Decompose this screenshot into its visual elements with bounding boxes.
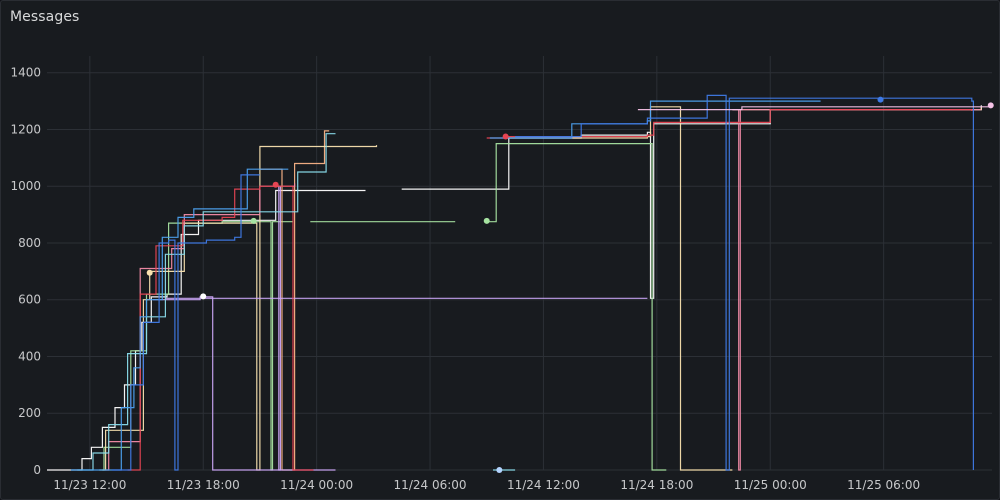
marker-layer xyxy=(146,96,994,473)
series-point-6 xyxy=(502,133,509,140)
series-point-7 xyxy=(496,467,503,473)
series-line-21 xyxy=(515,94,974,471)
x-tick-label: 11/24 12:00 xyxy=(507,478,580,492)
x-tick-label: 11/23 12:00 xyxy=(53,478,126,492)
x-tick-label: 11/25 06:00 xyxy=(847,478,920,492)
series-point-3 xyxy=(250,217,257,224)
y-tick-label: 1000 xyxy=(10,179,41,193)
series-point-5 xyxy=(483,217,490,224)
series-layer xyxy=(47,94,992,471)
x-tick-label: 11/24 00:00 xyxy=(280,478,353,492)
series-point-4 xyxy=(272,181,279,188)
grid xyxy=(47,56,992,471)
x-tick-label: 11/24 18:00 xyxy=(620,478,693,492)
y-tick-label: 1400 xyxy=(10,66,41,80)
series-line-14 xyxy=(732,109,982,471)
series-point-8 xyxy=(877,96,884,103)
series-line-7 xyxy=(102,145,378,471)
x-tick-label: 11/25 00:00 xyxy=(734,478,807,492)
series-point-2 xyxy=(200,293,207,300)
series-line-15 xyxy=(127,185,314,471)
panel-title: Messages xyxy=(10,9,80,25)
y-tick-label: 800 xyxy=(18,236,41,250)
panel-header[interactable]: Messages xyxy=(1,1,999,33)
series-line-1 xyxy=(47,189,366,471)
series-line-23 xyxy=(637,105,992,111)
series-line-22 xyxy=(111,174,260,471)
series-line-13 xyxy=(105,183,296,471)
x-tick-label: 11/23 18:00 xyxy=(167,478,240,492)
series-line-5 xyxy=(486,143,667,471)
series-point-9 xyxy=(987,102,994,109)
series-line-10 xyxy=(152,296,336,471)
y-tick-label: 600 xyxy=(18,293,41,307)
series-line-12 xyxy=(275,185,281,471)
series-line-6 xyxy=(259,130,330,471)
x-axis-labels: 11/23 12:00 11/23 18:00 11/24 00:00 11/24 0… xyxy=(53,478,920,492)
y-tick-label: 1200 xyxy=(10,122,41,136)
series-line-3 xyxy=(99,221,293,471)
y-tick-label: 0 xyxy=(33,463,41,477)
series-point-1 xyxy=(146,269,153,276)
series-line-19 xyxy=(70,168,289,471)
y-tick-label: 200 xyxy=(18,406,41,420)
x-tick-label: 11/24 06:00 xyxy=(394,478,467,492)
series-line-8 xyxy=(505,106,733,471)
series-line-2 xyxy=(401,105,982,299)
series-line-17 xyxy=(77,133,336,471)
y-axis-labels: 0 200 400 600 800 1000 1200 1400 xyxy=(10,66,41,477)
y-tick-label: 400 xyxy=(18,349,41,363)
